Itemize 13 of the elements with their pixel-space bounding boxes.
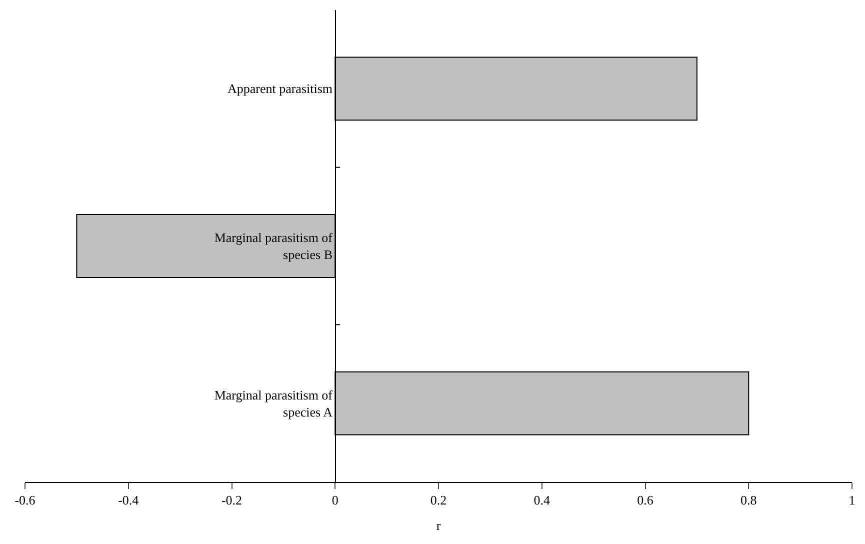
y-tick-label: Marginal parasitism of species B xyxy=(214,230,334,262)
x-axis-title: r xyxy=(436,518,442,534)
x-tick-label: 1 xyxy=(848,492,856,508)
y-tick-label: Marginal parasitism of species A xyxy=(214,387,334,420)
x-tick-label: -0.2 xyxy=(221,492,242,508)
x-tick-label: 0 xyxy=(332,492,338,508)
x-tick-label: 0.2 xyxy=(430,492,447,508)
x-tick-label: 0.6 xyxy=(637,492,654,508)
x-tick-label: 0.4 xyxy=(534,492,551,508)
x-tick-label: 0.8 xyxy=(740,492,757,508)
y-tick-label: Apparent parasitism xyxy=(227,81,333,96)
x-tick-label: -0.4 xyxy=(118,492,140,508)
x-tick-label: -0.6 xyxy=(14,492,36,508)
